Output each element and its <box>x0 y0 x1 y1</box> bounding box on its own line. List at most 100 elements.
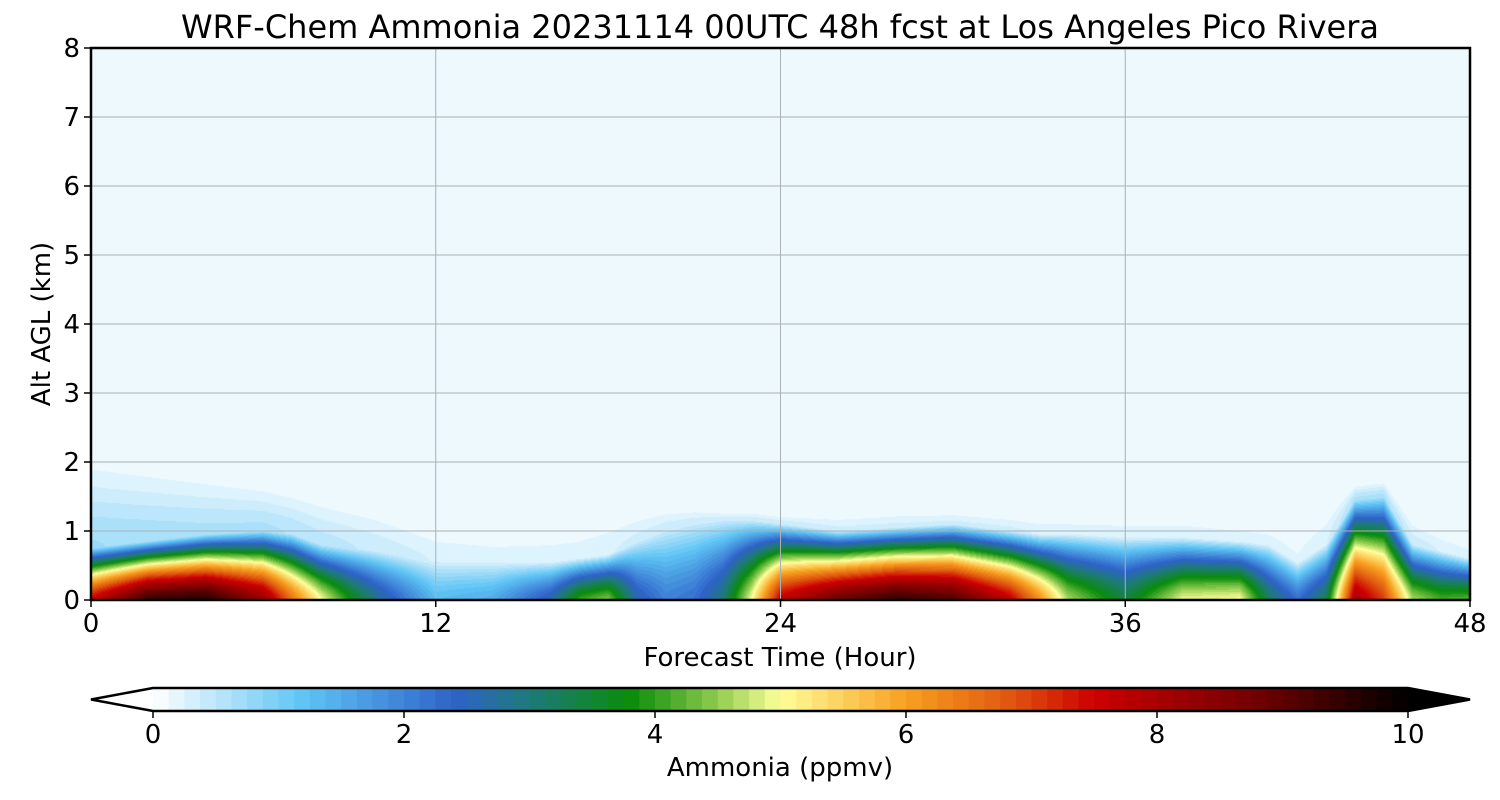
colorbar-segment <box>1078 688 1095 711</box>
colorbar-segment <box>827 688 844 711</box>
colorbar-label: Ammonia (ppmv) <box>667 753 893 783</box>
colorbar-segment <box>733 688 750 711</box>
y-tick-label: 4 <box>63 310 80 340</box>
colorbar-segment <box>623 688 640 711</box>
colorbar-segment <box>1329 688 1346 711</box>
y-tick-label: 0 <box>63 586 80 616</box>
colorbar-segment <box>796 688 813 711</box>
colorbar-segment <box>294 688 311 711</box>
colorbar-segment <box>592 688 609 711</box>
colorbar-segment <box>498 688 515 711</box>
colorbar-segment <box>811 688 829 711</box>
colorbar-segment <box>1360 688 1378 711</box>
colorbar-segment <box>1031 688 1048 711</box>
colorbar-segment <box>843 688 860 711</box>
colorbar-segment <box>984 688 1001 711</box>
chart-title: WRF-Chem Ammonia 20231114 00UTC 48h fcst… <box>181 8 1379 46</box>
x-tick-label: 36 <box>1109 609 1142 639</box>
colorbar-extend-min <box>91 688 153 711</box>
colorbar-segment <box>278 688 295 711</box>
x-tick-label: 24 <box>764 609 797 639</box>
x-tick-label: 0 <box>83 609 100 639</box>
colorbar-segment <box>356 688 374 711</box>
colorbar-segment <box>906 688 923 711</box>
colorbar-segment <box>858 688 876 711</box>
grid <box>91 48 1470 600</box>
y-tick-label: 1 <box>63 517 80 547</box>
colorbar-segment <box>1282 688 1299 711</box>
y-axis-ticks: 0 1 2 3 4 5 6 7 8 <box>63 34 91 616</box>
colorbar-segment <box>466 688 484 711</box>
colorbar-segment <box>513 688 531 711</box>
colorbar-segment <box>1157 688 1174 711</box>
colorbar-segment <box>780 688 797 711</box>
colorbar-tick-label: 6 <box>898 720 915 750</box>
colorbar-segment <box>1204 688 1221 711</box>
colorbar-segment <box>576 688 593 711</box>
colorbar-segment <box>309 688 327 711</box>
colorbar-ticks: 0 2 4 6 8 10 <box>145 711 1425 750</box>
y-tick-label: 3 <box>63 379 80 409</box>
colorbar-segment <box>1125 688 1142 711</box>
colorbar-segment <box>670 688 687 711</box>
colorbar-segment <box>1047 688 1064 711</box>
colorbar-segment <box>1251 688 1268 711</box>
colorbar-segment <box>1298 688 1315 711</box>
colorbar-segment <box>388 688 405 711</box>
colorbar-segment <box>341 688 358 711</box>
colorbar-segment <box>1109 688 1127 711</box>
colorbar-segment <box>451 688 468 711</box>
colorbar-segment <box>1376 688 1393 711</box>
colorbar-segment <box>1266 688 1284 711</box>
colorbar-segment <box>545 688 562 711</box>
colorbar-segment <box>325 688 342 711</box>
colorbar-segment <box>1188 688 1205 711</box>
colorbar-segment <box>215 688 233 711</box>
colorbar-segment <box>1219 688 1237 711</box>
colorbar-segment <box>890 688 907 711</box>
colorbar-segment <box>529 688 546 711</box>
y-tick-label: 2 <box>63 448 80 478</box>
y-tick-label: 8 <box>63 34 80 64</box>
colorbar-segment <box>921 688 938 711</box>
colorbar-segment <box>937 688 954 711</box>
colorbar-segment <box>419 688 436 711</box>
colorbar-segment <box>1015 688 1033 711</box>
colorbar-segment <box>247 688 264 711</box>
x-tick-label: 12 <box>419 609 452 639</box>
colorbar-segment <box>702 688 719 711</box>
colorbar-tick-label: 10 <box>1391 720 1424 750</box>
colorbar-segment <box>968 688 986 711</box>
colorbar-segment <box>1172 688 1189 711</box>
colorbar-segment <box>607 688 625 711</box>
x-axis-label: Forecast Time (Hour) <box>643 643 916 673</box>
colorbar-segment <box>372 688 389 711</box>
colorbar-segment <box>1062 688 1080 711</box>
colorbar-segment <box>231 688 248 711</box>
x-axis-ticks: 0 12 24 36 48 <box>83 600 1487 639</box>
colorbar-segment <box>1094 688 1111 711</box>
colorbar-segment <box>482 688 499 711</box>
colorbar-segment <box>1000 688 1017 711</box>
colorbar-segment <box>404 688 421 711</box>
colorbar-segment <box>639 688 656 711</box>
colorbar-segment <box>874 688 891 711</box>
colorbar-segment <box>560 688 578 711</box>
colorbar-segment <box>749 688 766 711</box>
colorbar-tick-label: 2 <box>396 720 413 750</box>
colorbar-extend-max <box>1408 688 1470 711</box>
colorbar-segment <box>1392 688 1409 711</box>
colorbar-tick-label: 0 <box>145 720 162 750</box>
colorbar-segment <box>1345 688 1362 711</box>
x-tick-label: 48 <box>1453 609 1486 639</box>
colorbar-segment <box>655 688 672 711</box>
colorbar <box>90 686 1471 713</box>
colorbar-segment <box>435 688 452 711</box>
y-tick-label: 5 <box>63 241 80 271</box>
colorbar-segment <box>200 688 217 711</box>
y-tick-label: 6 <box>63 172 80 202</box>
colorbar-segment <box>953 688 970 711</box>
colorbar-segment <box>153 688 170 711</box>
